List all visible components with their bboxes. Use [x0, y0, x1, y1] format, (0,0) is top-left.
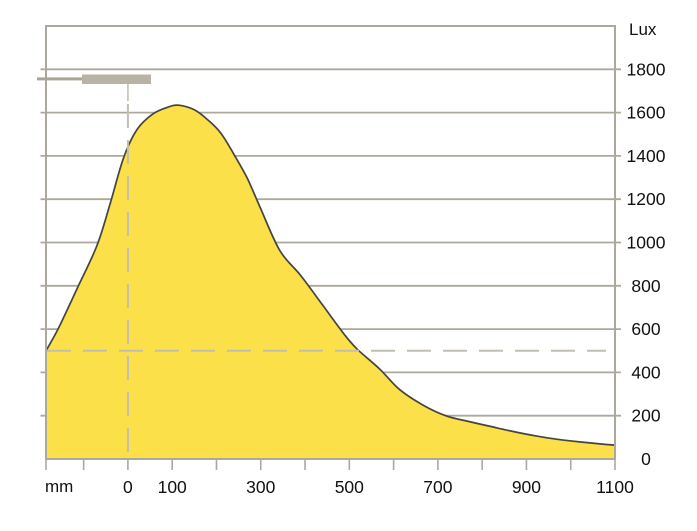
y-tick-label: 0 — [641, 449, 651, 469]
y-tick-label: 400 — [631, 362, 660, 382]
chart-frame — [45, 25, 616, 460]
lamp-icon-hanger — [127, 84, 129, 101]
x-tick-label: 700 — [423, 477, 452, 497]
y-tick-label: 1800 — [627, 59, 666, 79]
y-tick-label: 1000 — [627, 233, 666, 253]
x-tick-label: 0 — [123, 477, 133, 497]
y-axis-unit-label: Lux — [629, 20, 657, 39]
lamp-icon-body — [82, 74, 151, 84]
area-series-illuminance — [45, 104, 616, 459]
y-tick-label: 1200 — [627, 189, 666, 209]
x-axis-unit-label: mm — [45, 477, 74, 496]
x-tick-label: 100 — [158, 477, 187, 497]
x-tick-label: 500 — [335, 477, 364, 497]
x-tick-label: 1100 — [596, 477, 634, 497]
x-tick-label: 300 — [246, 477, 275, 497]
y-tick-label: 1600 — [627, 103, 666, 123]
y-tick-label: 1400 — [627, 146, 666, 166]
x-tick-label: 900 — [512, 477, 541, 497]
y-tick-label: 800 — [631, 276, 660, 296]
y-tick-label: 200 — [631, 406, 660, 426]
y-tick-label: 600 — [631, 319, 660, 339]
